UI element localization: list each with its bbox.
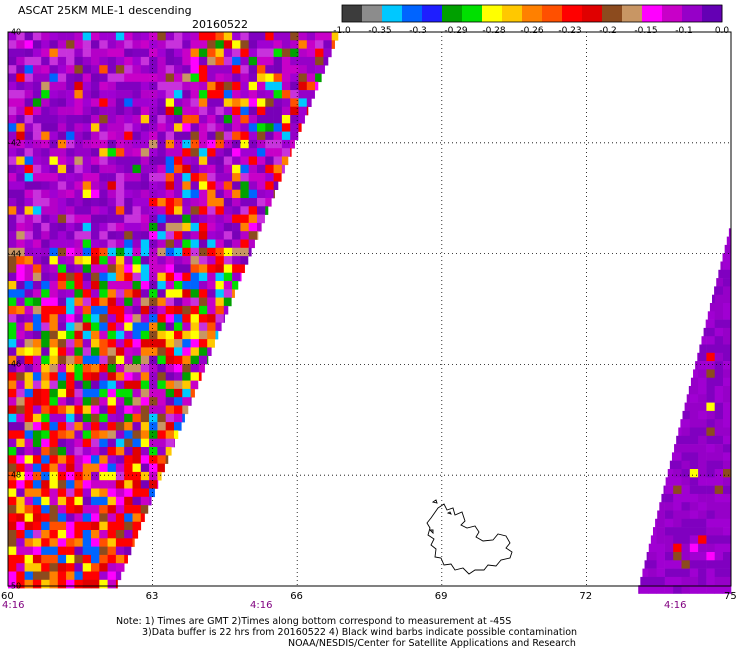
colorbar-swatch [482,5,503,22]
y-tick-label: -50 [8,581,22,591]
colorbar-label: -0.28 [482,26,506,36]
colorbar-swatch [602,5,623,22]
y-tick-label: -42 [8,138,22,148]
map-frame [7,31,732,587]
note-line-1: Note: 1) Times are GMT 2)Times along bot… [116,616,512,627]
colorbar-swatch [662,5,683,22]
colorbar-swatch [622,5,643,22]
x-tick-label: 60 [1,591,14,602]
island-coastline [426,503,513,575]
map-title: ASCAT 25KM MLE-1 descending [18,4,192,17]
colorbar [341,4,723,23]
x-tick-label: 69 [434,591,448,602]
colorbar-swatch [582,5,603,22]
swath-cells [8,32,339,589]
colorbar-swatch [542,5,563,22]
colorbar-swatch [562,5,583,22]
time-label-2: 4:16 [250,600,273,611]
colorbar-label: -0.35 [368,26,392,36]
time-label-3: 4:16 [664,600,687,611]
x-tick-label: 63 [145,591,159,602]
swath-cells-east [638,228,732,594]
colorbar-swatch [642,5,663,22]
x-tick-label: 72 [579,591,593,602]
colorbar-swatch [502,5,523,22]
colorbar-swatch [402,5,423,22]
note-line-2: 3)Data buffer is 22 hrs from 20160522 4)… [142,627,578,638]
colorbar-swatch [682,5,703,22]
colorbar-swatch [382,5,403,22]
colorbar-label: -0.26 [520,26,544,36]
colorbar-swatch [702,5,723,22]
y-tick-label: -40 [8,27,22,37]
x-tick-label: 75 [724,591,737,602]
note-line-3: NOAA/NESDIS/Center for Satellite Applica… [288,638,576,649]
islet-coastline [428,499,452,535]
colorbar-label: -0.2 [599,26,617,36]
map-date: 20160522 [192,18,248,31]
colorbar-label: -0.15 [634,26,658,36]
y-tick-label: -44 [8,249,22,259]
x-tick-label: 66 [290,591,303,602]
time-label-1: 4:16 [2,600,25,611]
colorbar-swatch [442,5,463,22]
colorbar-swatch [462,5,483,22]
colorbar-label: -0.3 [409,26,427,36]
colorbar-label: -0.1 [675,26,693,36]
colorbar-swatch [522,5,543,22]
colorbar-swatch [362,5,383,22]
colorbar-label: -0.23 [558,26,582,36]
y-tick-label: -48 [8,470,22,480]
colorbar-swatch [422,5,443,22]
colorbar-swatch [342,5,363,22]
colorbar-label: 0.0 [714,26,730,36]
colorbar-label: -0.29 [444,26,468,36]
y-tick-label: -46 [8,359,22,369]
colorbar-label: -1.0 [333,26,351,36]
